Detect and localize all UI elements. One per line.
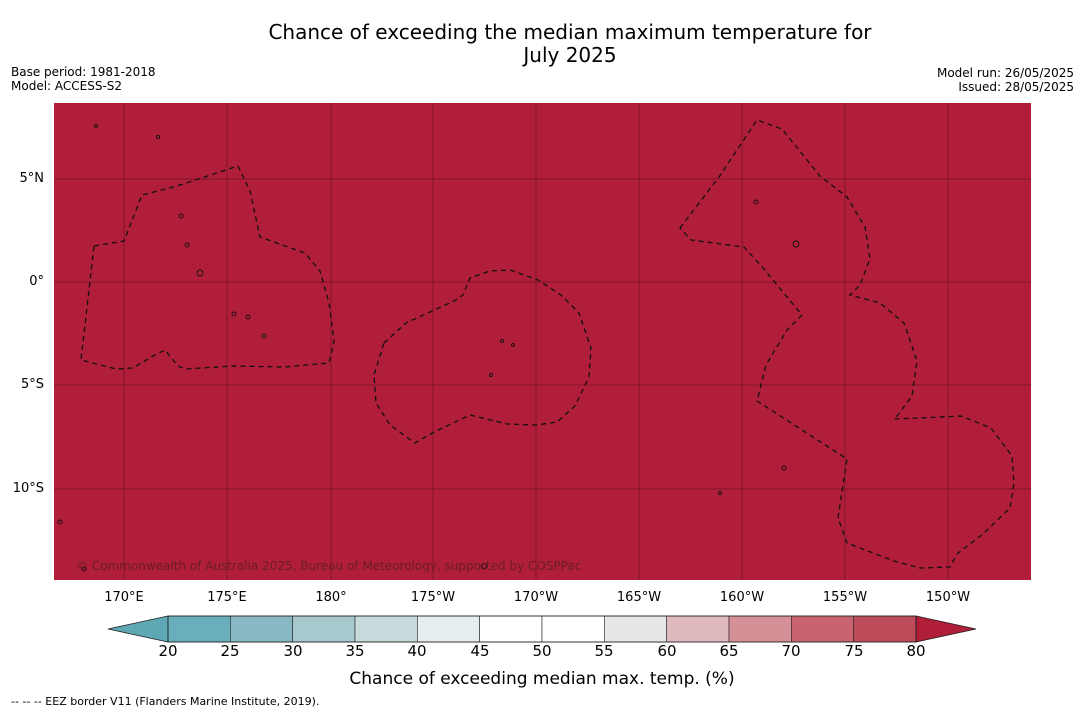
- colorbar-tick: 40: [407, 642, 427, 660]
- colorbar-tick: 25: [220, 642, 240, 660]
- model-info: Base period: 1981-2018 Model: ACCESS-S2: [11, 65, 156, 93]
- colorbar-segment: [666, 615, 730, 643]
- eez-legend-note: -- -- -- EEZ border V11 (Flanders Marine…: [11, 695, 320, 708]
- colorbar-tick: 60: [657, 642, 677, 660]
- lon-label-155w: 155°W: [822, 590, 868, 605]
- colorbar-segment: [541, 615, 605, 643]
- colorbar-tick: 75: [844, 642, 864, 660]
- title-line-2: July 2025: [523, 43, 617, 67]
- graticule: [54, 103, 1031, 580]
- lon-label-175w: 175°W: [410, 590, 456, 605]
- colorbar-tick: 55: [594, 642, 614, 660]
- colorbar-tick: 20: [158, 642, 178, 660]
- colorbar-segment: [853, 615, 917, 643]
- lon-label-175e: 175°E: [207, 590, 247, 605]
- colorbar-tick: 45: [470, 642, 490, 660]
- colorbar-segment: [354, 615, 418, 643]
- colorbar-tick: 35: [345, 642, 365, 660]
- base-period: Base period: 1981-2018: [11, 65, 156, 79]
- run-info: Model run: 26/05/2025 Issued: 28/05/2025: [937, 66, 1074, 94]
- forecast-map: [54, 103, 1031, 580]
- lon-label-160w: 160°W: [719, 590, 765, 605]
- title-line-1: Chance of exceeding the median maximum t…: [268, 20, 872, 44]
- colorbar-segment: [604, 615, 667, 643]
- island-outlines: [57, 123, 800, 572]
- colorbar-segment: [417, 615, 480, 643]
- lon-label-150w: 150°W: [925, 590, 971, 605]
- lon-label-165w: 165°W: [616, 590, 662, 605]
- colorbar-segment: [292, 615, 356, 643]
- lat-label-5s: 5°S: [20, 377, 44, 392]
- chart-title: Chance of exceeding the median maximum t…: [0, 21, 1085, 67]
- colorbar-tick: 30: [283, 642, 303, 660]
- colorbar-tick: 80: [906, 642, 926, 660]
- colorbar-tick: 50: [532, 642, 552, 660]
- colorbar-high-extension: [915, 615, 977, 643]
- model-name: Model: ACCESS-S2: [11, 79, 123, 93]
- lon-label-170e: 170°E: [104, 590, 144, 605]
- map-canvas: [54, 103, 1031, 580]
- lat-label-10s: 10°S: [12, 481, 44, 496]
- lat-label-5n: 5°N: [19, 171, 45, 186]
- issued-date: Issued: 28/05/2025: [958, 80, 1074, 94]
- eez-borders: [80, 119, 1015, 569]
- copyright-notice: © Commonwealth of Australia 2025, Bureau…: [76, 559, 582, 573]
- colorbar-tick: 70: [781, 642, 801, 660]
- lon-label-170w: 170°W: [513, 590, 559, 605]
- colorbar-segment: [791, 615, 854, 643]
- lat-label-0: 0°: [29, 274, 44, 289]
- colorbar: [107, 615, 977, 643]
- eez-border-tuvalu-kiribati: [80, 165, 335, 370]
- eez-border-phoenix: [373, 269, 592, 444]
- model-run-date: Model run: 26/05/2025: [936, 66, 1074, 80]
- colorbar-segment: [479, 615, 543, 643]
- colorbar-segments: [167, 615, 917, 643]
- colorbar-segment: [230, 615, 293, 643]
- lon-label-180: 180°: [315, 590, 347, 605]
- colorbar-segment: [167, 615, 231, 643]
- colorbar-segment: [728, 615, 792, 643]
- colorbar-tick: 65: [719, 642, 739, 660]
- probability-fill: [54, 103, 1031, 580]
- colorbar-label: Chance of exceeding median max. temp. (%…: [349, 669, 735, 689]
- colorbar-low-extension: [107, 615, 169, 643]
- colorbar-frame: [167, 615, 917, 643]
